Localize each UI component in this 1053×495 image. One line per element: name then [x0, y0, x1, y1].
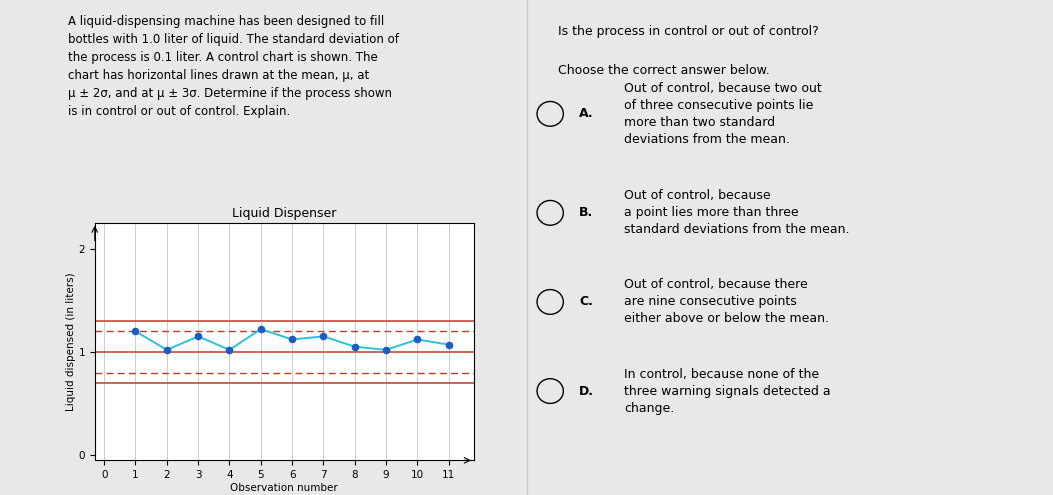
Text: A liquid-dispensing machine has been designed to fill
bottles with 1.0 liter of : A liquid-dispensing machine has been des…: [68, 15, 399, 118]
Text: Out of control, because there
are nine consecutive points
either above or below : Out of control, because there are nine c…: [623, 279, 829, 325]
Text: Choose the correct answer below.: Choose the correct answer below.: [558, 64, 770, 77]
Point: [440, 341, 457, 348]
Point: [221, 346, 238, 354]
Point: [315, 333, 332, 341]
Text: A.: A.: [579, 107, 594, 120]
Y-axis label: Liquid dispensed (in liters): Liquid dispensed (in liters): [65, 272, 76, 411]
Text: Out of control, because
a point lies more than three
standard deviations from th: Out of control, because a point lies mor…: [623, 190, 850, 236]
Point: [158, 346, 175, 354]
Point: [409, 336, 425, 344]
Text: D.: D.: [579, 385, 594, 397]
Text: In control, because none of the
three warning signals detected a
change.: In control, because none of the three wa…: [623, 368, 831, 414]
Point: [253, 325, 270, 333]
Point: [190, 333, 206, 341]
Text: B.: B.: [579, 206, 594, 219]
Point: [378, 346, 395, 354]
Text: Is the process in control or out of control?: Is the process in control or out of cont…: [558, 25, 819, 38]
Point: [127, 327, 144, 335]
Text: C.: C.: [579, 296, 593, 308]
Point: [283, 336, 300, 344]
Title: Liquid Dispenser: Liquid Dispenser: [232, 207, 337, 220]
Point: [346, 343, 363, 350]
Text: Out of control, because two out
of three consecutive points lie
more than two st: Out of control, because two out of three…: [623, 82, 821, 146]
X-axis label: Observation number: Observation number: [231, 483, 338, 493]
